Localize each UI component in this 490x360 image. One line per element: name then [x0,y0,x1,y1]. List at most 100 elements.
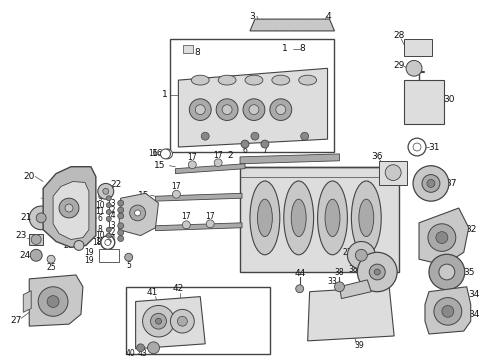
Polygon shape [425,287,471,334]
Text: 27: 27 [11,316,22,325]
Polygon shape [155,223,242,231]
Polygon shape [119,193,158,235]
Bar [404,39,432,57]
Circle shape [124,253,133,261]
Circle shape [47,255,55,263]
Text: 36: 36 [371,152,383,161]
Circle shape [428,224,456,251]
Text: 13: 13 [106,221,116,230]
Circle shape [196,105,205,114]
Circle shape [147,342,159,354]
Bar [125,287,270,354]
Text: 37: 37 [445,179,457,188]
Circle shape [243,99,265,121]
Polygon shape [240,167,399,272]
Text: 42: 42 [173,284,184,293]
Circle shape [374,269,380,275]
Text: 24: 24 [20,251,31,260]
Ellipse shape [351,181,381,255]
Circle shape [413,143,421,151]
Text: 38: 38 [348,265,358,274]
Circle shape [163,149,172,159]
Circle shape [30,249,42,261]
Circle shape [135,210,141,216]
Text: 17: 17 [213,152,223,161]
Circle shape [408,138,426,156]
Text: 38: 38 [335,269,344,278]
Circle shape [118,200,123,206]
Circle shape [118,213,123,219]
Text: 1: 1 [282,44,288,53]
Text: 17: 17 [205,212,215,221]
Text: 17: 17 [172,182,181,191]
Ellipse shape [299,75,317,85]
Text: 11: 11 [95,207,104,216]
Text: 8: 8 [300,44,306,53]
Text: 14: 14 [106,211,116,220]
Circle shape [177,316,187,326]
Circle shape [427,180,435,187]
Ellipse shape [284,181,314,255]
Text: 29: 29 [393,61,405,70]
Ellipse shape [272,75,290,85]
Circle shape [295,285,304,293]
Circle shape [118,223,123,229]
Text: 34: 34 [468,290,479,299]
Polygon shape [240,154,340,164]
Ellipse shape [191,75,209,85]
Circle shape [101,235,115,249]
Text: 10: 10 [95,201,105,210]
Ellipse shape [245,75,263,85]
Polygon shape [29,234,43,246]
Circle shape [182,221,190,229]
Text: 19: 19 [84,248,94,257]
Text: 9: 9 [98,194,102,203]
Ellipse shape [359,199,374,237]
Circle shape [36,213,46,223]
Circle shape [106,196,111,201]
Circle shape [171,309,195,333]
Polygon shape [23,291,31,312]
Circle shape [106,227,111,232]
Text: 21: 21 [21,213,32,222]
Text: 10: 10 [95,231,105,240]
Circle shape [276,105,286,114]
Text: 8: 8 [98,225,102,234]
Circle shape [47,296,59,307]
Circle shape [118,207,123,213]
Text: 17: 17 [188,153,197,162]
Text: 1: 1 [162,90,167,99]
Circle shape [161,149,171,159]
Polygon shape [308,287,394,341]
Text: 12: 12 [106,228,116,237]
Circle shape [59,198,79,218]
Circle shape [335,282,344,292]
Polygon shape [29,275,83,326]
Circle shape [406,60,422,76]
Text: 33: 33 [328,277,338,286]
Text: 31: 31 [428,143,440,152]
Text: 5: 5 [126,261,131,270]
Circle shape [422,175,440,192]
Circle shape [301,132,309,140]
Bar [404,80,444,125]
Text: 7: 7 [263,147,268,156]
Circle shape [436,231,448,243]
Circle shape [241,140,249,148]
Circle shape [98,184,114,199]
Ellipse shape [257,199,272,237]
Circle shape [216,99,238,121]
Circle shape [270,99,292,121]
Text: 39: 39 [354,341,364,350]
Text: 25: 25 [46,262,56,271]
Text: 23: 23 [16,231,27,240]
Polygon shape [99,249,119,262]
Ellipse shape [250,181,280,255]
Polygon shape [183,45,193,53]
Text: 44: 44 [294,270,305,279]
Circle shape [137,344,145,352]
Circle shape [31,235,41,244]
Polygon shape [419,208,469,265]
Text: 6: 6 [243,147,247,156]
Circle shape [172,190,180,198]
